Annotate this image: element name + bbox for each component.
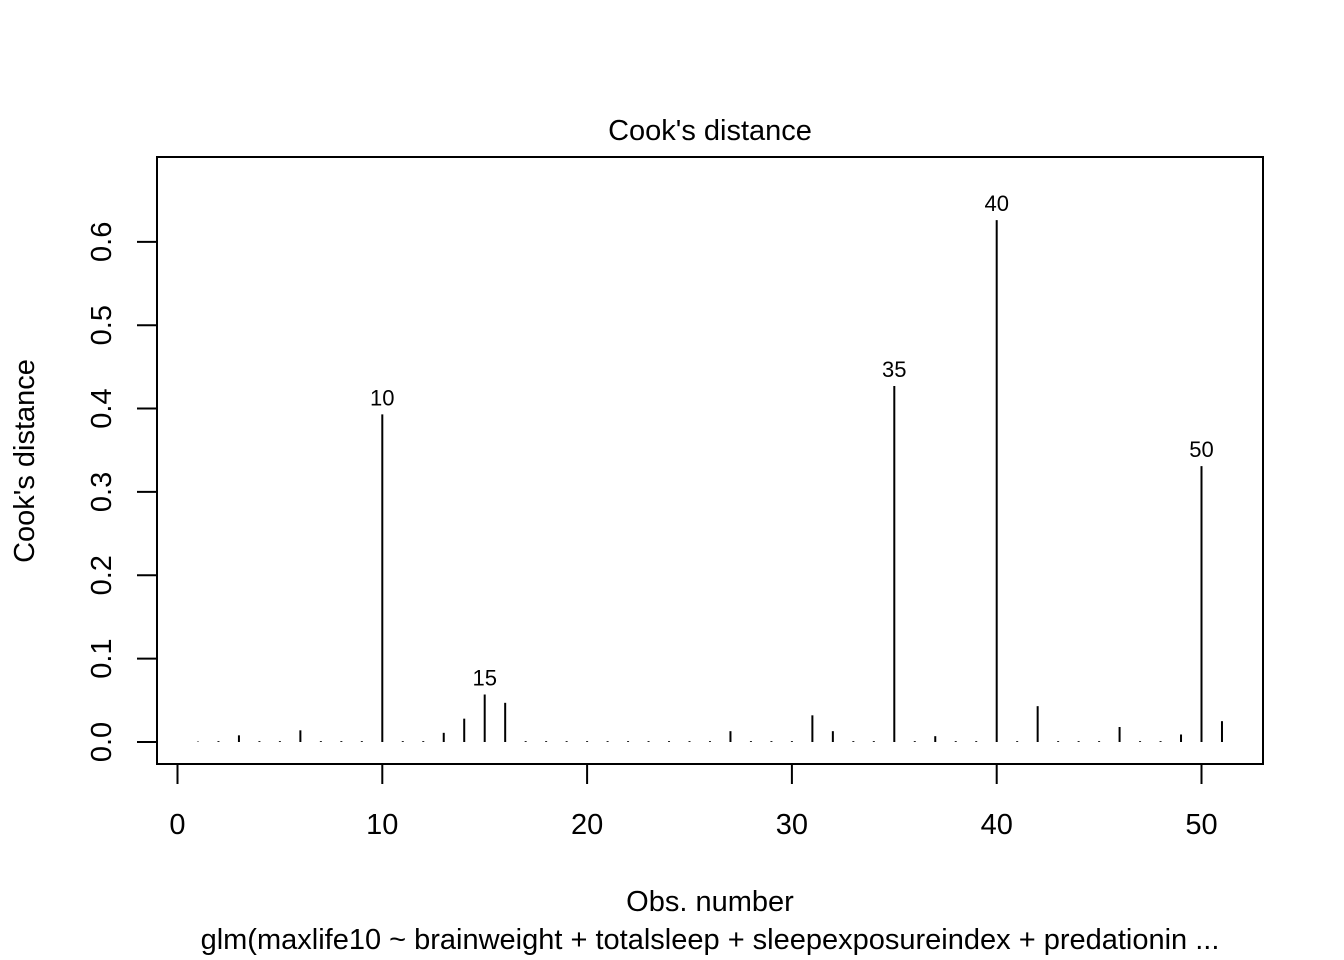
- point-label-15: 15: [472, 665, 496, 690]
- y-tick-label: 0.2: [86, 555, 118, 595]
- y-axis-label: Cook's distance: [9, 359, 41, 563]
- data-series: [196, 220, 1223, 742]
- point-label-40: 40: [984, 191, 1008, 216]
- y-axis: 0.0 0.1 0.2 0.3 0.4 0.5 0.6: [86, 222, 158, 762]
- point-label-10: 10: [370, 385, 394, 410]
- x-tick-label: 10: [366, 809, 398, 841]
- point-label-50: 50: [1189, 437, 1213, 462]
- chart-title: Cook's distance: [608, 115, 812, 147]
- x-tick-label: 30: [776, 809, 808, 841]
- plot-frame: [156, 156, 1264, 765]
- y-tick-label: 0.5: [86, 305, 118, 345]
- point-labels: 10 15 35 40 50: [370, 191, 1214, 690]
- y-tick-label: 0.0: [86, 722, 118, 762]
- x-axis-label: Obs. number: [626, 886, 794, 918]
- x-tick-label: 40: [981, 809, 1013, 841]
- y-tick-label: 0.1: [86, 638, 118, 678]
- x-tick-label: 50: [1185, 809, 1217, 841]
- x-tick-label: 0: [169, 809, 185, 841]
- x-axis: 0 10 20 30 40 50: [169, 763, 1218, 841]
- x-tick-label: 20: [571, 809, 603, 841]
- y-tick-label: 0.4: [86, 388, 118, 428]
- model-formula-subtitle: glm(maxlife10 ~ brainweight + totalsleep…: [201, 924, 1220, 956]
- y-tick-label: 0.6: [86, 222, 118, 262]
- point-label-35: 35: [882, 357, 906, 382]
- y-tick-label: 0.3: [86, 472, 118, 512]
